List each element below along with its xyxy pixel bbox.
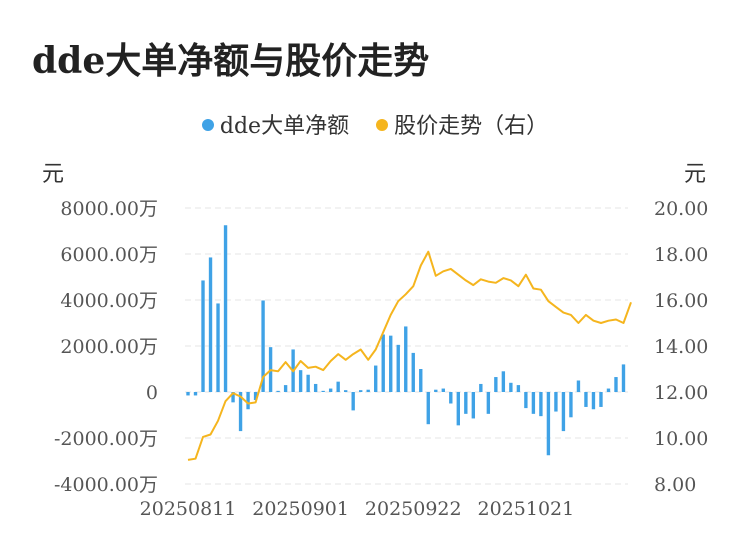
dde-bar [441, 388, 445, 392]
dde-bar [246, 392, 250, 410]
x-axis-tick-label: 20250811 [140, 498, 237, 520]
left-axis-tick-label: -4000.00万 [54, 474, 158, 496]
right-axis-tick-label: 10.00 [654, 428, 708, 450]
dde-bar [449, 392, 453, 404]
dde-bar [359, 390, 363, 392]
dde-bar [531, 392, 536, 414]
legend-label-price: 股价走势（右） [394, 114, 549, 139]
legend-dot-bar-icon [201, 119, 214, 131]
dde-bar [486, 392, 491, 414]
x-axis-tick-label: 20251021 [478, 498, 575, 520]
dde-bar [313, 383, 318, 392]
dde-bar [389, 335, 393, 392]
legend-item-dde[interactable]: dde大单净额 [201, 108, 350, 140]
left-axis-tick-label: -2000.00万 [54, 428, 158, 450]
dde-bar [419, 369, 423, 392]
dde-bar [501, 371, 506, 392]
dde-bar [238, 392, 243, 432]
right-axis-unit: 元 [684, 162, 707, 187]
legend: dde大单净额 股价走势（右） [0, 108, 750, 140]
dde-bar [283, 385, 288, 392]
dde-bar [201, 280, 205, 392]
right-axis-tick-label: 18.00 [654, 244, 708, 266]
left-axis-unit: 元 [42, 162, 65, 187]
dde-bar [456, 392, 460, 426]
dde-bar [471, 392, 476, 419]
dde-bar [584, 392, 588, 407]
dde-bar [599, 392, 603, 407]
right-axis-tick-label: 14.00 [654, 336, 708, 358]
dde-bar [208, 257, 213, 392]
dde-bar [621, 364, 626, 392]
dde-bar [351, 392, 355, 411]
right-axis-tick-label: 20.00 [654, 198, 708, 220]
dde-bar [321, 390, 325, 392]
dde-bar [366, 389, 370, 392]
dde-bar [479, 383, 483, 392]
left-axis-tick-label: 6000.00万 [60, 244, 158, 266]
dde-bar [216, 303, 220, 392]
left-axis-tick-label: 0 [146, 382, 158, 404]
dde-bar [509, 382, 513, 392]
dde-bar [411, 352, 415, 392]
dde-bar [396, 344, 400, 392]
chart-title: dde大单净额与股价走势 [32, 40, 430, 82]
dde-bar [381, 334, 385, 392]
dde-bar [614, 377, 618, 392]
dde-bar [374, 365, 378, 392]
dde-bar [464, 392, 468, 414]
left-axis-tick-label: 8000.00万 [60, 198, 158, 220]
dde-bar [539, 392, 543, 417]
dde-bar [606, 388, 611, 392]
dde-bar [298, 370, 303, 392]
dde-bar [186, 392, 190, 396]
dde-bar [561, 392, 566, 432]
dde-bar [569, 392, 573, 418]
dde-bar [193, 392, 198, 396]
dde-bar [336, 381, 340, 392]
dde-bar [546, 392, 551, 456]
x-axis-tick-label: 20250901 [252, 498, 349, 520]
right-axis-tick-label: 8.00 [654, 474, 696, 496]
dde-bar [276, 390, 280, 392]
dde-bar [223, 225, 228, 392]
x-axis-tick-label: 20250922 [365, 498, 462, 520]
dde-bar [576, 380, 581, 392]
legend-dot-line-icon [376, 119, 389, 131]
price-line [187, 250, 632, 461]
legend-item-price[interactable]: 股价走势（右） [376, 108, 548, 140]
dde-bar [434, 389, 438, 392]
dde-bar [253, 392, 258, 401]
left-axis-tick-label: 4000.00万 [60, 290, 158, 312]
dde-bar [231, 392, 235, 403]
legend-label-dde: dde大单净额 [219, 114, 350, 139]
dde-bar [404, 326, 408, 392]
dde-bar [261, 300, 265, 392]
dde-bar [426, 392, 430, 425]
left-axis-tick-label: 2000.00万 [60, 336, 158, 358]
dde-bar [591, 392, 596, 410]
dde-bar [306, 374, 310, 392]
dde-bar [328, 388, 333, 392]
right-axis-tick-label: 12.00 [654, 382, 708, 404]
dde-bar [524, 392, 528, 409]
dde-bar [516, 385, 521, 392]
dde-bar [554, 392, 558, 412]
dde-bar [343, 390, 348, 392]
dde-bar [494, 377, 498, 392]
right-axis-tick-label: 16.00 [654, 290, 708, 312]
